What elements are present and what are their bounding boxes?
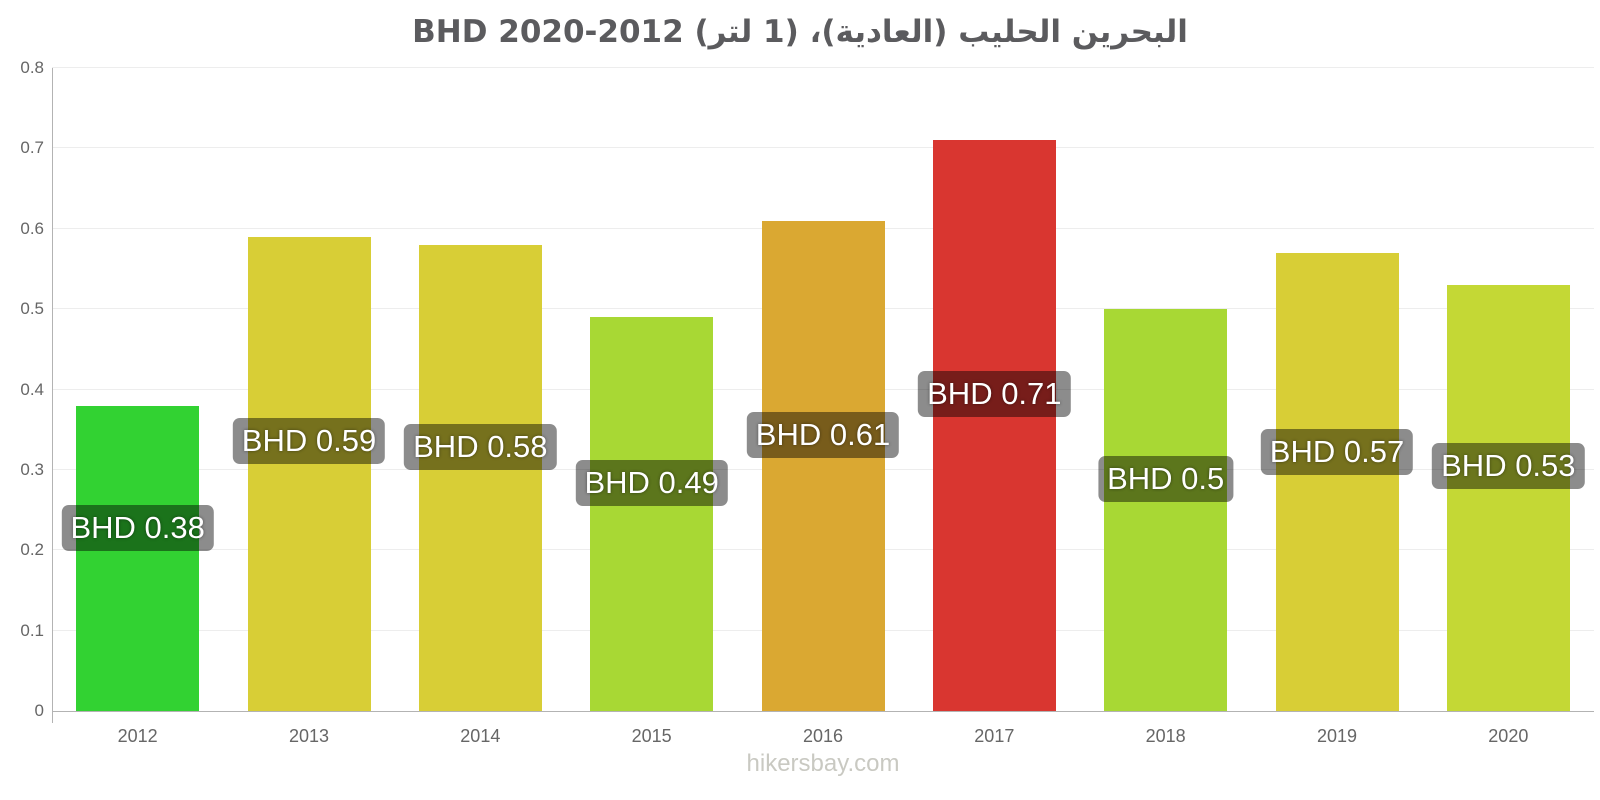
data-label-2020: BHD 0.53 (1432, 443, 1585, 489)
bar-2012[interactable] (76, 405, 200, 711)
gridline (52, 147, 1594, 149)
bar-2013[interactable] (247, 236, 371, 711)
y-axis-tick-label: 0.1 (20, 620, 44, 640)
x-axis-label-2014: 2014 (460, 726, 501, 746)
x-axis-label-2013: 2013 (288, 726, 330, 746)
data-label-2013: BHD 0.59 (232, 418, 386, 464)
bar-2017[interactable] (932, 140, 1056, 711)
x-axis-label-2016: 2016 (802, 726, 844, 746)
chart-title: البحرين الحليب (العادية)، (1 لتر) 2012-2… (412, 14, 1188, 50)
bar-2019[interactable] (1275, 252, 1399, 711)
data-label-2016: BHD 0.61 (746, 412, 900, 458)
x-axis-label-2018: 2018 (1145, 726, 1186, 746)
y-axis-line (52, 68, 53, 723)
data-label-2014: BHD 0.58 (404, 424, 557, 470)
y-axis-tick-label: 0.6 (20, 218, 44, 238)
x-axis-label-2012: 2012 (117, 726, 158, 746)
bar-2014[interactable] (418, 244, 542, 711)
bar-2015[interactable] (590, 317, 714, 711)
data-label-2017: BHD 0.71 (918, 371, 1071, 417)
x-axis-label-2019: 2019 (1316, 726, 1358, 746)
y-axis-tick-label: 0.4 (20, 379, 44, 399)
x-axis-label-2020: 2020 (1488, 726, 1529, 746)
y-axis-tick-label: 0.5 (20, 299, 44, 319)
data-label-2015: BHD 0.49 (575, 460, 728, 506)
data-label-2012: BHD 0.38 (61, 505, 214, 551)
data-label-2019: BHD 0.57 (1260, 429, 1414, 475)
y-axis-tick-label: 0.3 (20, 459, 44, 479)
y-axis-tick-label: 0.7 (20, 138, 44, 158)
y-axis-tick-label: 0.2 (20, 540, 44, 560)
y-axis-tick-label: 0.8 (20, 58, 44, 77)
data-label-2018: BHD 0.5 (1098, 456, 1234, 502)
x-axis-line (52, 711, 1594, 712)
bar-2020[interactable] (1446, 285, 1570, 711)
gridline (52, 67, 1594, 68)
bar-2018[interactable] (1104, 309, 1228, 711)
bar-2016[interactable] (761, 220, 885, 711)
x-axis-label-2015: 2015 (631, 726, 672, 746)
watermark: hikersbay.com (746, 750, 900, 777)
x-axis-label-2017: 2017 (974, 726, 1015, 746)
y-axis-tick-label: 0 (34, 701, 44, 720)
